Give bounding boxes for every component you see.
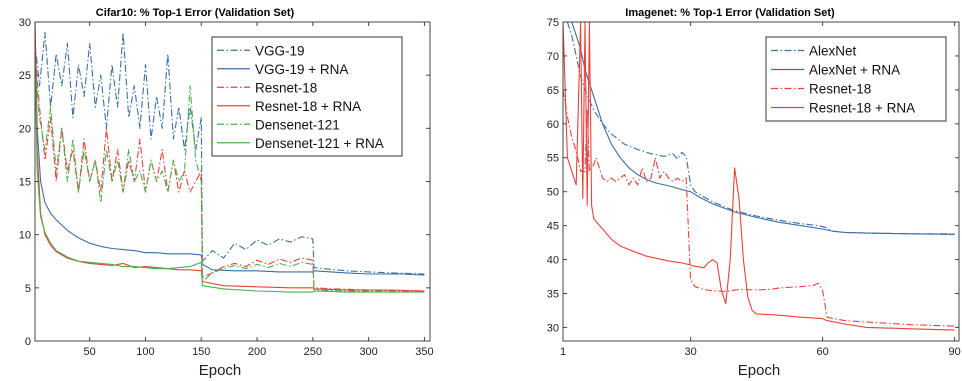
series-line xyxy=(566,22,955,235)
y-tick-label: 65 xyxy=(547,85,559,97)
x-axis-ticks: 1 30 60 90 xyxy=(560,22,961,358)
legend-label: Resnet-18 xyxy=(809,82,871,97)
y-tick-label: 40 xyxy=(547,255,559,267)
x-tick-label: 350 xyxy=(415,346,433,358)
y-tick-label: 20 xyxy=(19,123,31,135)
legend-label: VGG-19 xyxy=(255,43,305,58)
legend-label: VGG-19 + RNA xyxy=(255,62,348,77)
legend-label: AlexNet + RNA xyxy=(809,63,900,78)
cifar10-chart: Cifar10: % Top-1 Error (Validation Set) … xyxy=(19,7,434,379)
y-tick-label: 70 xyxy=(547,51,559,63)
legend-box xyxy=(211,36,403,157)
legend-label: AlexNet xyxy=(809,44,857,59)
legend-label: Resnet-18 + RNA xyxy=(809,101,915,116)
x-axis-label: Epoch xyxy=(738,362,781,379)
x-tick-label: 90 xyxy=(948,346,960,358)
y-tick-label: 55 xyxy=(547,153,559,165)
plot-lines xyxy=(563,22,955,331)
y-tick-label: 45 xyxy=(547,221,559,233)
chart-title: Cifar10: % Top-1 Error (Validation Set) xyxy=(96,7,295,19)
y-tick-label: 15 xyxy=(19,177,31,189)
x-tick-label: 100 xyxy=(136,346,154,358)
legend-label: Resnet-18 xyxy=(255,80,317,95)
legend: VGG-19 VGG-19 + RNA Resnet-18 Resnet-18 + R… xyxy=(211,36,403,157)
y-tick-label: 5 xyxy=(25,283,31,295)
y-tick-label: 50 xyxy=(547,187,559,199)
x-tick-label: 150 xyxy=(192,346,210,358)
x-tick-label: 200 xyxy=(248,346,266,358)
y-tick-label: 10 xyxy=(19,230,31,242)
y-axis-ticks: 0 5 10 15 20 25 30 xyxy=(19,17,430,348)
imagenet-chart: Imagenet: % Top-1 Error (Validation Set)… xyxy=(547,7,961,379)
legend-label: Densenet-121 + RNA xyxy=(255,136,384,151)
series-line xyxy=(35,53,425,293)
legend: AlexNet AlexNet + RNA Resnet-18 Resnet-18 +… xyxy=(765,36,947,122)
y-tick-label: 60 xyxy=(547,119,559,131)
chart-title: Imagenet: % Top-1 Error (Validation Set) xyxy=(625,7,835,19)
x-tick-label: 250 xyxy=(304,346,322,358)
x-axis-ticks: 50 100 150 200 250 300 350 xyxy=(84,22,434,358)
y-tick-label: 35 xyxy=(547,288,559,300)
x-tick-label: 1 xyxy=(560,346,566,358)
x-tick-label: 60 xyxy=(816,346,828,358)
y-tick-label: 30 xyxy=(547,322,559,334)
legend-label: Densenet-121 xyxy=(255,117,340,132)
plot-frame xyxy=(562,21,960,342)
legend-label: Resnet-18 + RNA xyxy=(255,99,361,114)
series-line xyxy=(571,22,955,235)
plot-lines xyxy=(35,22,425,293)
series-line xyxy=(563,22,955,331)
y-tick-label: 0 xyxy=(25,336,31,348)
series-line xyxy=(35,32,425,275)
x-tick-label: 50 xyxy=(84,346,96,358)
x-axis-label: Epoch xyxy=(199,362,242,379)
y-tick-label: 25 xyxy=(19,70,31,82)
y-axis-ticks: 30 35 40 45 50 55 60 65 70 75 xyxy=(547,17,959,334)
series-line xyxy=(35,22,425,292)
series-line xyxy=(563,89,955,327)
series-line xyxy=(35,53,425,292)
y-tick-label: 30 xyxy=(19,17,31,29)
x-tick-label: 300 xyxy=(359,346,377,358)
x-tick-label: 30 xyxy=(684,346,696,358)
y-tick-label: 75 xyxy=(547,17,559,29)
